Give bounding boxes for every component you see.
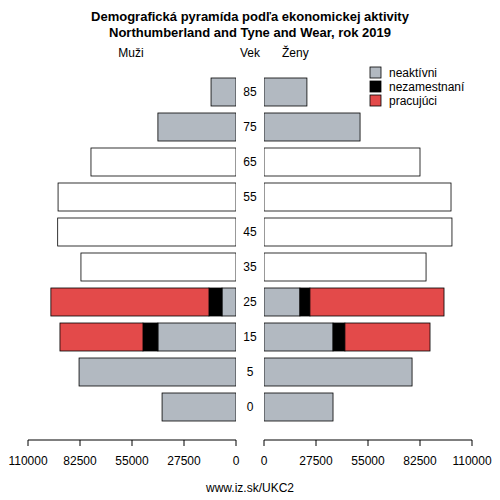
legend-swatch: [370, 67, 381, 78]
tick-label: 55000: [351, 454, 385, 468]
bar: [58, 218, 236, 246]
legend-swatch: [370, 81, 381, 92]
bar: [264, 323, 333, 351]
bar: [264, 218, 452, 246]
bar: [158, 113, 236, 141]
tick: [184, 440, 185, 446]
tick: [132, 440, 133, 446]
tick-label: 0: [233, 454, 240, 468]
bar: [345, 323, 430, 351]
bars: [264, 78, 452, 421]
tick-label: 82500: [63, 454, 97, 468]
tick-label: 55: [243, 190, 257, 204]
tick-label: 65: [243, 155, 257, 169]
legend-label: nezamestnaní: [389, 80, 465, 94]
bars: [51, 78, 236, 421]
tick-label: 15: [243, 330, 257, 344]
tick-label: 25: [243, 295, 257, 309]
bar: [333, 323, 345, 351]
tick: [264, 440, 265, 446]
tick: [80, 440, 81, 446]
tick-label: 27500: [167, 454, 201, 468]
tick: [28, 440, 29, 446]
tick: [316, 440, 317, 446]
bar: [264, 78, 307, 106]
bar: [211, 78, 236, 106]
side-label: Muži: [118, 46, 143, 60]
chart: Demografická pyramída podľa ekonomickej …: [0, 0, 500, 500]
subtitle: Northumberland and Tyne and Wear, rok 20…: [109, 25, 391, 40]
bar: [162, 393, 236, 421]
legend-label: neaktívni: [389, 66, 437, 80]
bar: [158, 323, 236, 351]
bar: [143, 323, 158, 351]
tick-label: 55000: [115, 454, 149, 468]
legend-label: pracujúci: [389, 94, 437, 108]
tick-label: 5: [247, 365, 254, 379]
tick-label: 82500: [403, 454, 437, 468]
bar: [79, 358, 236, 386]
tick-label: 110000: [8, 454, 47, 468]
bar: [300, 288, 310, 316]
side-label: Ženy: [282, 45, 309, 60]
bar: [264, 148, 420, 176]
axis-label: Vek: [240, 46, 261, 60]
tick-label: 35: [243, 260, 257, 274]
tick-label: 0: [247, 400, 254, 414]
bar: [60, 323, 143, 351]
bar: [264, 288, 300, 316]
tick: [420, 440, 421, 446]
title: Demografická pyramída podľa ekonomickej …: [91, 9, 410, 24]
tick-label: 85: [243, 85, 257, 99]
tick-label: 75: [243, 120, 257, 134]
tick-label: 0: [261, 454, 268, 468]
tick: [236, 440, 237, 446]
tick-label: 27500: [299, 454, 333, 468]
bar: [264, 183, 451, 211]
bar: [222, 288, 236, 316]
tick-label: 45: [243, 225, 257, 239]
bar: [264, 253, 426, 281]
tick-label: 110000: [452, 454, 491, 468]
bar: [264, 113, 360, 141]
bar: [51, 288, 209, 316]
legend-swatch: [370, 95, 381, 106]
bar: [264, 358, 412, 386]
bar: [264, 393, 333, 421]
bar: [58, 183, 236, 211]
tick: [368, 440, 369, 446]
bar: [209, 288, 222, 316]
bar: [91, 148, 236, 176]
tick: [472, 440, 473, 446]
caption: www.iz.sk/UKC2: [205, 481, 294, 495]
bar: [81, 253, 236, 281]
bar: [310, 288, 444, 316]
